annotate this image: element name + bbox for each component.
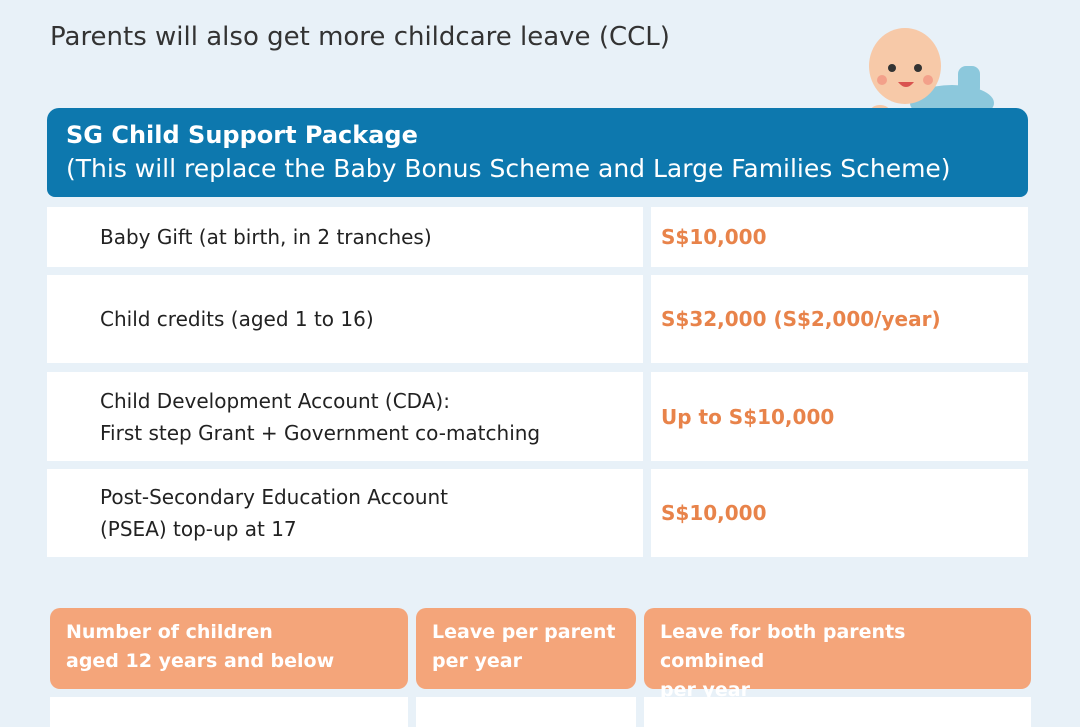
header-line: Leave for both parents combined xyxy=(660,621,906,672)
row-value: Up to S$10,000 xyxy=(651,372,1028,461)
page-title: Parents will also get more childcare lea… xyxy=(50,22,670,52)
header-line: per year xyxy=(432,650,522,672)
package-title: SG Child Support Package xyxy=(66,121,418,149)
header-line: Number of children xyxy=(66,621,273,643)
row-label: Baby Gift (at birth, in 2 tranches) xyxy=(47,207,643,267)
row-value: S$10,000 xyxy=(651,207,1028,267)
table-cell xyxy=(50,697,408,727)
value-text: S$10,000 xyxy=(661,225,767,249)
label-line: First step Grant + Government co-matchin… xyxy=(100,420,541,445)
label-line: (PSEA) top-up at 17 xyxy=(100,517,297,541)
table-header: Leave per parent per year xyxy=(416,608,636,689)
row-label: Post-Secondary Education Account (PSEA) t… xyxy=(47,469,643,557)
table-header: Leave for both parents combined per year xyxy=(644,608,1031,701)
label-line: Post-Secondary Education Account xyxy=(100,485,449,509)
header-line: aged 12 years and below xyxy=(66,650,335,672)
header-line: per year xyxy=(660,679,750,701)
label-line: Baby Gift (at birth, in 2 tranches) xyxy=(100,225,432,249)
table-cell xyxy=(416,697,636,727)
row-label: Child Development Account (CDA): First st… xyxy=(47,372,643,461)
label-line: Child Development Account (CDA): xyxy=(100,388,450,413)
package-header: SG Child Support Package (This will repl… xyxy=(47,108,1028,197)
row-value: S$32,000 (S$2,000/year) xyxy=(651,275,1028,363)
row-value: S$10,000 xyxy=(651,469,1028,557)
label-line: Child credits (aged 1 to 16) xyxy=(100,307,374,331)
value-text: S$32,000 (S$2,000/year) xyxy=(661,307,941,331)
value-text: Up to S$10,000 xyxy=(661,404,835,429)
package-subtitle: (This will replace the Baby Bonus Scheme… xyxy=(66,154,951,183)
row-label: Child credits (aged 1 to 16) xyxy=(47,275,643,363)
value-text: S$10,000 xyxy=(661,501,767,525)
table-header: Number of children aged 12 years and belo… xyxy=(50,608,408,689)
header-line: Leave per parent xyxy=(432,621,616,643)
